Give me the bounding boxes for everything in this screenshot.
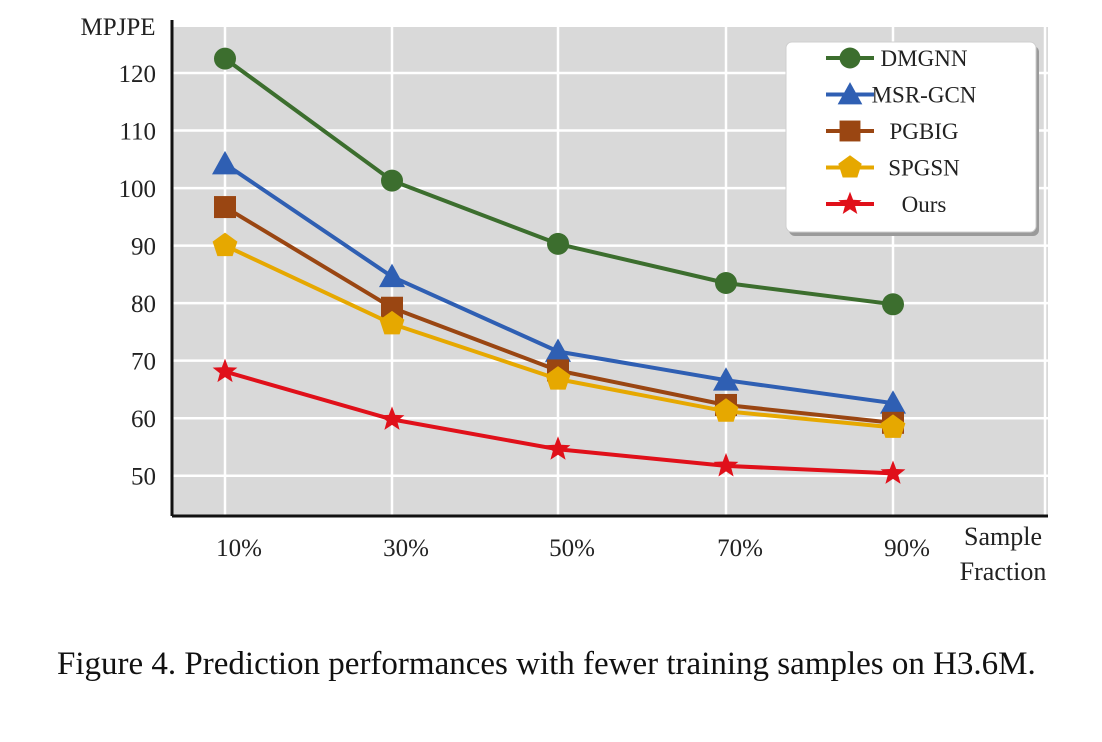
legend-label-ours: Ours xyxy=(902,192,947,217)
data-point-spgsn xyxy=(880,414,906,438)
x-tick-label: 70% xyxy=(717,535,763,562)
data-point-msr-gcn xyxy=(212,150,238,175)
legend-label-spgsn: SPGSN xyxy=(888,156,960,181)
data-point-msr-gcn xyxy=(713,367,739,391)
legend-marker-spgsn xyxy=(838,155,862,178)
data-point-dmgnn xyxy=(882,293,904,316)
data-point-dmgnn xyxy=(214,47,236,70)
data-point-dmgnn xyxy=(547,232,569,255)
y-tick-label: 110 xyxy=(119,119,156,146)
y-tick-label: 60 xyxy=(131,406,156,433)
legend-label-dmgnn: DMGNN xyxy=(881,46,968,71)
y-axis-label: MPJPE xyxy=(80,14,155,41)
data-point-dmgnn xyxy=(381,169,403,192)
data-point-pgbig xyxy=(381,296,403,319)
x-tick-label: 90% xyxy=(884,535,930,562)
y-tick-label: 50 xyxy=(131,464,156,491)
y-tick-label: 90 xyxy=(131,234,156,261)
legend-marker-pgbig xyxy=(839,120,861,142)
legend-label-msr-gcn: MSR-GCN xyxy=(872,83,977,108)
data-point-msr-gcn xyxy=(880,390,906,414)
data-point-ours xyxy=(880,460,906,484)
data-point-ours xyxy=(379,406,405,430)
legend-marker-ours xyxy=(838,191,862,214)
data-point-spgsn xyxy=(713,398,739,422)
data-point-spgsn xyxy=(212,232,238,257)
y-tick-label: 120 xyxy=(119,61,157,88)
data-point-spgsn xyxy=(379,310,405,335)
legend-marker-dmgnn xyxy=(839,47,861,69)
data-point-pgbig xyxy=(214,196,236,219)
x-axis-label-line1: Sample xyxy=(964,522,1042,551)
legend-marker-msr-gcn xyxy=(837,82,863,105)
y-tick-label: 100 xyxy=(119,176,157,203)
data-point-ours xyxy=(713,452,739,477)
y-tick-label: 70 xyxy=(131,349,156,376)
data-point-ours xyxy=(545,436,571,460)
data-point-msr-gcn xyxy=(379,263,405,288)
data-point-spgsn xyxy=(545,366,571,390)
figure-caption: Figure 4. Prediction performances with f… xyxy=(57,646,1036,682)
x-tick-label: 30% xyxy=(383,535,429,562)
x-tick-label: 10% xyxy=(216,535,262,562)
x-axis-label-line2: Fraction xyxy=(960,557,1047,586)
x-tick-label: 50% xyxy=(549,535,595,562)
y-tick-label: 80 xyxy=(131,291,156,318)
data-point-dmgnn xyxy=(715,272,737,295)
data-point-msr-gcn xyxy=(545,338,571,362)
data-point-ours xyxy=(212,358,238,383)
legend-label-pgbig: PGBIG xyxy=(889,119,958,144)
